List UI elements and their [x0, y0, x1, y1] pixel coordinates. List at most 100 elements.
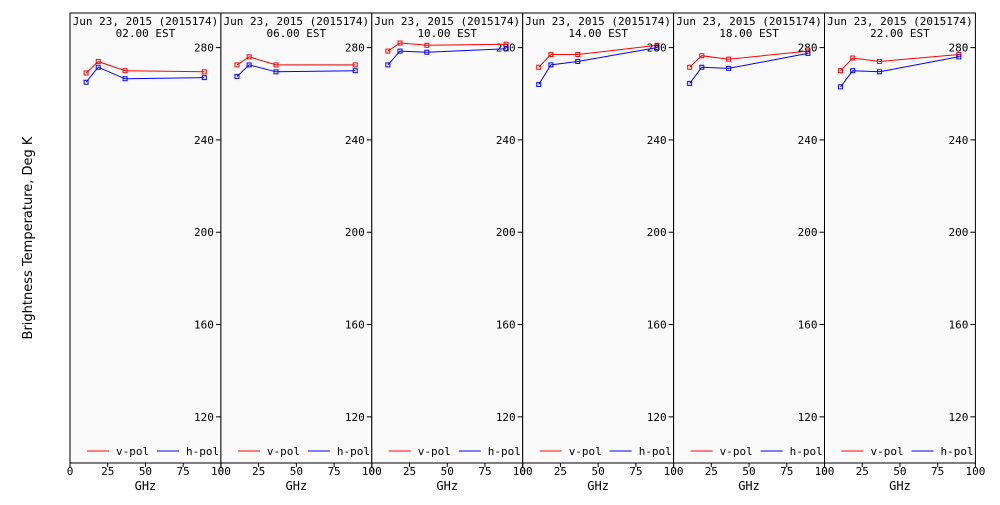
panel-frame — [371, 12, 524, 464]
y-tick-label: 120 — [345, 411, 365, 424]
data-point-v-pol — [234, 62, 240, 68]
legend-label: h-pol — [639, 445, 672, 458]
data-point-h-pol — [122, 76, 128, 82]
y-tick-label: 200 — [496, 226, 516, 239]
y-tick-label: 120 — [949, 411, 969, 424]
x-axis-label: GHz — [738, 479, 760, 493]
data-point-h-pol — [352, 68, 358, 74]
data-point-v-pol — [536, 64, 542, 70]
panel-3: Jun 23, 2015 (2015174)14.00 EST280240200… — [519, 12, 684, 493]
data-point-h-pol — [726, 65, 732, 71]
data-point-v-pol — [838, 68, 844, 74]
series-line-v-pol — [85, 60, 205, 74]
series-line-h-pol — [538, 47, 658, 85]
data-point-h-pol — [850, 68, 856, 74]
data-point-h-pol — [385, 62, 391, 68]
panel-frame — [824, 12, 976, 464]
x-tick-label: 75 — [177, 465, 190, 478]
panel-frame — [522, 12, 675, 464]
panel-title: Jun 23, 2015 (2015174) — [73, 15, 219, 28]
x-tick-label: 0 — [218, 465, 225, 478]
y-tick-label: 120 — [798, 411, 818, 424]
y-tick-label: 240 — [194, 134, 214, 147]
y-tick-label: 120 — [194, 411, 214, 424]
data-point-h-pol — [83, 79, 89, 85]
legend-label: h-pol — [488, 445, 521, 458]
series-line-h-pol — [85, 66, 205, 83]
x-tick-label: 100 — [815, 465, 835, 478]
panel-title: Jun 23, 2015 (2015174) — [676, 15, 822, 28]
series-line-v-pol — [689, 50, 808, 68]
x-axis-label: GHz — [889, 479, 911, 493]
y-tick-label: 240 — [798, 134, 818, 147]
y-tick-label: 160 — [496, 319, 516, 332]
data-point-h-pol — [397, 48, 403, 54]
panel-subtitle: 22.00 EST — [870, 27, 930, 40]
panels: Jun 23, 2015 (2015174)02.00 EST280240200… — [67, 12, 985, 493]
x-tick-label: 0 — [519, 465, 526, 478]
data-point-h-pol — [234, 73, 240, 79]
y-tick-label: 120 — [496, 411, 516, 424]
data-point-v-pol — [424, 42, 430, 48]
x-axis-label: GHz — [587, 479, 609, 493]
data-point-v-pol — [122, 68, 128, 74]
y-tick-label: 200 — [949, 226, 969, 239]
panel-subtitle: 06.00 EST — [267, 27, 327, 40]
data-point-h-pol — [687, 80, 693, 86]
x-tick-label: 50 — [592, 465, 605, 478]
series-line-v-pol — [538, 44, 658, 68]
x-tick-label: 25 — [705, 465, 718, 478]
x-tick-label: 0 — [67, 465, 74, 478]
y-tick-label: 280 — [949, 42, 969, 55]
panel-title: Jun 23, 2015 (2015174) — [223, 15, 369, 28]
panel-1: Jun 23, 2015 (2015174)06.00 EST 280 240 200… — [218, 12, 382, 493]
x-tick-label: 25 — [252, 465, 265, 478]
x-axis-label: GHz — [286, 479, 308, 493]
panel-subtitle: 18.00 EST — [719, 27, 779, 40]
panel-2: Jun 23, 2015 (2015174)10.00 EST 280 240 200… — [368, 12, 533, 493]
data-point-v-pol — [575, 52, 581, 58]
data-point-h-pol — [503, 46, 509, 52]
panel-title: Jun 23, 2015 (2015174) — [374, 15, 520, 28]
x-tick-label: 50 — [742, 465, 755, 478]
y-tick-label: 200 — [647, 226, 667, 239]
data-point-v-pol — [95, 58, 101, 64]
x-axis-label: GHz — [436, 479, 458, 493]
legend-label: v-pol — [569, 445, 602, 458]
x-tick-label: 25 — [403, 465, 416, 478]
x-tick-label: 75 — [478, 465, 491, 478]
legend-label: h-pol — [186, 445, 219, 458]
data-point-v-pol — [246, 54, 252, 60]
panel-frame — [69, 12, 222, 464]
x-tick-label: 75 — [931, 465, 944, 478]
data-point-h-pol — [246, 62, 252, 68]
data-point-v-pol — [352, 62, 358, 68]
x-tick-label: 25 — [554, 465, 567, 478]
x-tick-label: 100 — [211, 465, 231, 478]
legend-label: v-pol — [720, 445, 753, 458]
x-tick-label: 0 — [821, 465, 828, 478]
y-tick-label: 240 — [345, 134, 365, 147]
panel-title: Jun 23, 2015 (2015174) — [827, 15, 973, 28]
panel-subtitle: 10.00 EST — [417, 27, 477, 40]
x-tick-label: 75 — [327, 465, 340, 478]
data-point-v-pol — [397, 40, 403, 46]
data-point-h-pol — [699, 64, 705, 70]
data-point-h-pol — [838, 84, 844, 90]
data-point-h-pol — [201, 75, 207, 81]
y-tick-label: 240 — [647, 134, 667, 147]
data-point-h-pol — [805, 50, 811, 56]
data-point-v-pol — [850, 55, 856, 61]
data-point-h-pol — [575, 58, 581, 64]
data-point-h-pol — [536, 82, 542, 88]
series-line-h-pol — [689, 52, 808, 84]
panel-title: Jun 23, 2015 (2015174) — [525, 15, 671, 28]
series-line-h-pol — [387, 48, 507, 66]
data-point-v-pol — [273, 62, 279, 68]
x-tick-label: 50 — [893, 465, 906, 478]
y-tick-label: 240 — [496, 134, 516, 147]
panel-subtitle: 14.00 EST — [568, 27, 628, 40]
y-tick-label: 160 — [798, 319, 818, 332]
series-line-v-pol — [387, 42, 507, 52]
